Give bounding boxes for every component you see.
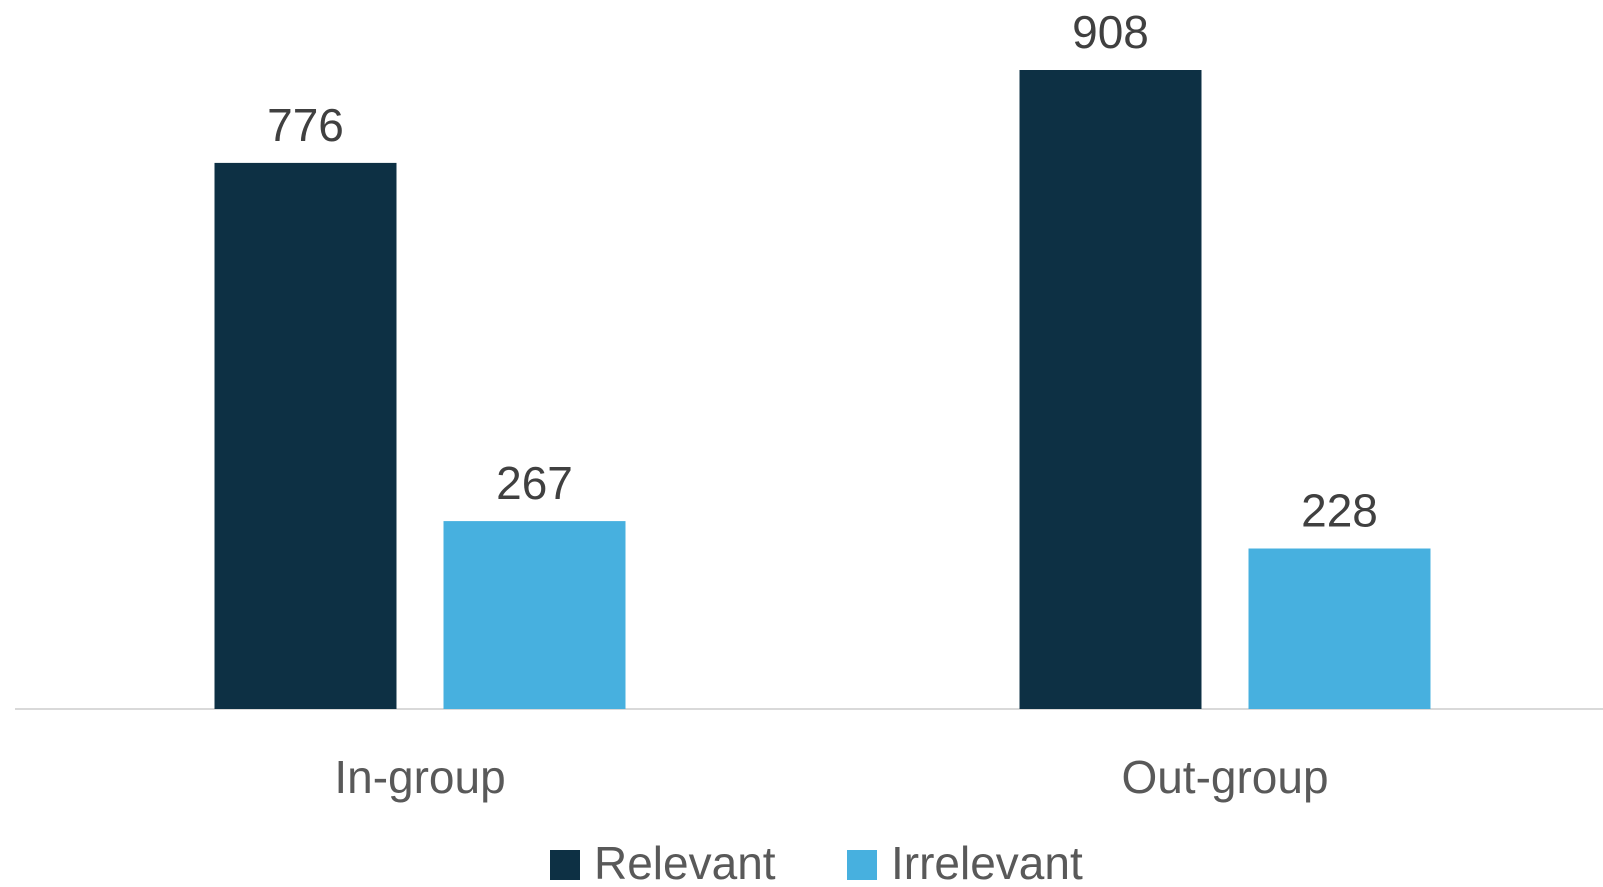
legend-swatch-irrelevant xyxy=(847,850,877,880)
legend-label-irrelevant: Irrelevant xyxy=(891,837,1083,882)
bar-out-group-irrelevant xyxy=(1248,548,1431,709)
data-label-in-group-irrelevant: 267 xyxy=(496,457,573,509)
bar-in-group-irrelevant xyxy=(443,521,626,709)
legend-swatch-relevant xyxy=(550,850,580,880)
data-labels-layer: 776 267 908 228 xyxy=(267,6,1378,537)
category-label-out-group: Out-group xyxy=(1121,751,1328,803)
category-label-in-group: In-group xyxy=(334,751,505,803)
data-label-out-group-irrelevant: 228 xyxy=(1301,485,1378,537)
legend-label-relevant: Relevant xyxy=(594,837,776,882)
bars-layer xyxy=(214,70,1431,709)
data-label-in-group-relevant: 776 xyxy=(267,99,344,151)
category-labels-layer: In-group Out-group xyxy=(334,751,1328,803)
legend: Relevant Irrelevant xyxy=(550,837,1083,887)
bar-in-group-relevant xyxy=(214,162,397,709)
data-label-out-group-relevant: 908 xyxy=(1072,6,1149,58)
bar-out-group-relevant xyxy=(1019,70,1202,709)
